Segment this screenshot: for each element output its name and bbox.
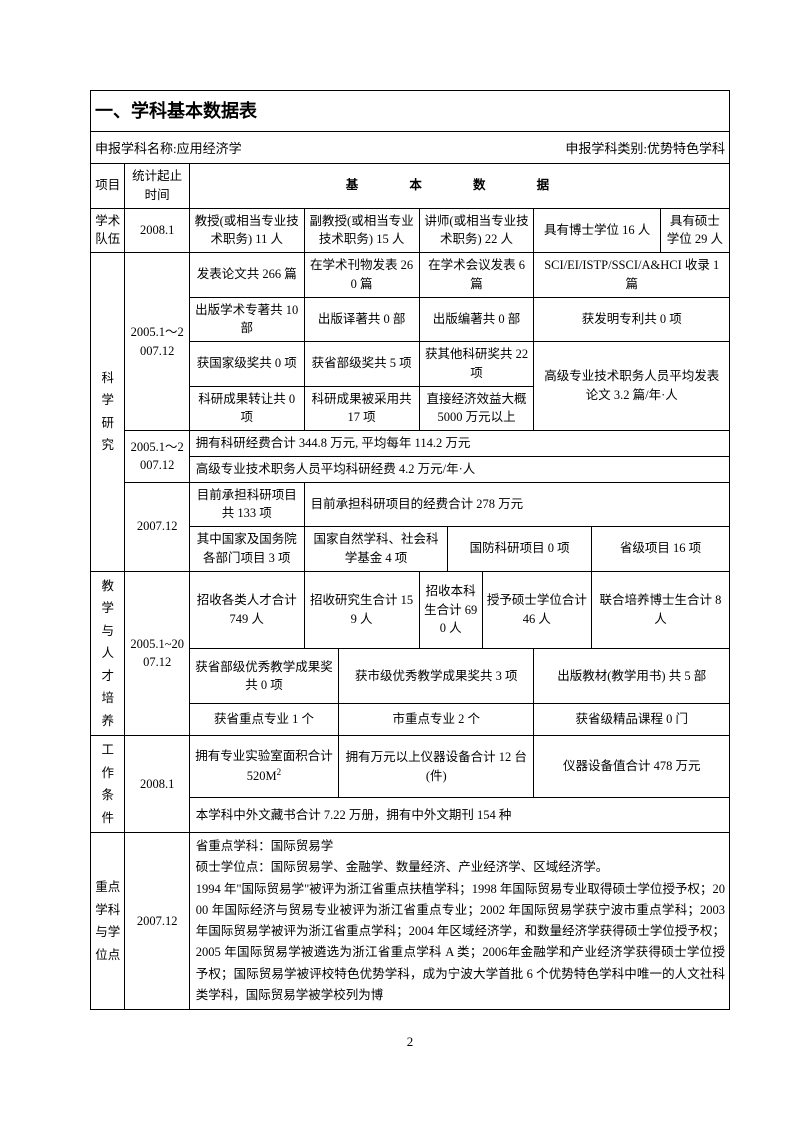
research-fund2: 高级专业技术职务人员平均科研经费 4.2 万元/年·人 — [189, 456, 729, 482]
col-period: 统计起止时间 — [125, 164, 189, 209]
conditions-r1c2: 拥有万元以上仪器设备合计 12 台(件) — [339, 736, 534, 798]
declare-name-label: 申报学科名称: — [95, 141, 177, 156]
faculty-c4: 具有博士学位 16 人 — [534, 208, 660, 253]
research-r2c1: 出版学术专著共 10 部 — [189, 297, 304, 342]
col-basicdata: 基 本 数 据 — [189, 164, 729, 209]
teaching-row-1: 教 学与人 才培 养 2005.1~2007.12 招收各类人才合计 749 人… — [91, 571, 730, 649]
research-period2: 2005.1～2007.12 — [125, 431, 189, 483]
research-r4c1: 科研成果转让共 0 项 — [189, 386, 304, 431]
research-p2c4: 省级项目 16 项 — [591, 527, 729, 572]
declare-category-label: 申报学科类别: — [565, 141, 647, 156]
header-row: 申报学科名称:应用经济学 申报学科类别:优势特色学科 — [90, 131, 730, 163]
declare-name: 申报学科名称:应用经济学 — [95, 138, 242, 157]
research-r4c2: 科研成果被采用共 17 项 — [304, 386, 419, 431]
teaching-period: 2005.1~2007.12 — [125, 571, 189, 736]
conditions-r1c1: 拥有专业实验室面积合计 520M2 — [189, 736, 338, 798]
research-proj-row-1: 2007.12 目前承担科研项目共 133 项 目前承担科研项目的经费合计 27… — [91, 482, 730, 527]
research-p1c2: 目前承担科研项目的经费合计 278 万元 — [304, 482, 729, 527]
faculty-c2: 副教授(或相当专业技术职务) 15 人 — [304, 208, 419, 253]
research-r2c2: 出版译著共 0 部 — [304, 297, 419, 342]
teaching-r1c4: 授予硕士学位合计 46 人 — [482, 571, 591, 649]
page-root: 一、学科基本数据表 申报学科名称:应用经济学 申报学科类别:优势特色学科 项目 … — [0, 0, 800, 1090]
research-fund1: 拥有科研经费合计 344.8 万元, 平均每年 114.2 万元 — [189, 431, 729, 457]
research-row-1: 科学研究 2005.1～2007.12 发表论文共 266 篇 在学术刊物发表 … — [91, 253, 730, 298]
declare-category-value: 优势特色学科 — [647, 141, 725, 156]
conditions-r2: 本学科中外文藏书合计 7.22 万册，拥有中外文期刊 154 种 — [189, 798, 729, 833]
keypoint-line2: 硕士学位点：国际贸易学、金融学、数量经济、产业经济学、区域经济学。 — [196, 857, 725, 878]
research-r1c3: 在学术会议发表 6 篇 — [419, 253, 534, 298]
research-p2c3: 国防科研项目 0 项 — [448, 527, 592, 572]
page-number: 2 — [90, 1034, 730, 1050]
col-project: 项目 — [91, 164, 125, 209]
research-p1c1: 目前承担科研项目共 133 项 — [189, 482, 304, 527]
research-r1c1: 发表论文共 266 篇 — [189, 253, 304, 298]
keypoint-line3: 1994 年"国际贸易学"被评为浙江省重点扶植学科；1998 年国际贸易专业取得… — [196, 879, 725, 1007]
faculty-row: 学术队伍 2008.1 教授(或相当专业技术职务) 11 人 副教授(或相当专业… — [91, 208, 730, 253]
keypoint-line1: 省重点学科：国际贸易学 — [196, 836, 725, 857]
teaching-label: 教 学与人 才培 养 — [91, 571, 125, 736]
teaching-r2c2: 获市级优秀教学成果奖共 3 项 — [339, 649, 534, 704]
teaching-r2c3: 出版教材(教学用书) 共 5 部 — [534, 649, 730, 704]
teaching-r3c1: 获省重点专业 1 个 — [189, 704, 338, 736]
keypoint-label: 重点学科与学位点 — [91, 833, 125, 1010]
teaching-r3c2: 市重点专业 2 个 — [339, 704, 534, 736]
research-r34c4: 高级专业技术职务人员平均发表论文 3.2 篇/年·人 — [534, 342, 730, 431]
teaching-r1c2: 招收研究生合计 159 人 — [304, 571, 419, 649]
keypoint-period: 2007.12 — [125, 833, 189, 1010]
conditions-label: 工作条件 — [91, 736, 125, 833]
research-period1: 2005.1～2007.12 — [125, 253, 189, 431]
research-r3c1: 获国家级奖共 0 项 — [189, 342, 304, 387]
research-r2c3: 出版编著共 0 部 — [419, 297, 534, 342]
teaching-r1c1: 招收各类人才合计 749 人 — [189, 571, 304, 649]
declare-name-value: 应用经济学 — [177, 141, 242, 156]
keypoint-row: 重点学科与学位点 2007.12 省重点学科：国际贸易学 硕士学位点：国际贸易学… — [91, 833, 730, 1010]
research-r3c3: 获其他科研奖共 22 项 — [419, 342, 534, 387]
data-table: 项目 统计起止时间 基 本 数 据 学术队伍 2008.1 教授(或相当专业技术… — [90, 163, 730, 1010]
faculty-period: 2008.1 — [125, 208, 189, 253]
research-r1c2: 在学术刊物发表 260 篇 — [304, 253, 419, 298]
keypoint-body: 省重点学科：国际贸易学 硕士学位点：国际贸易学、金融学、数量经济、产业经济学、区… — [189, 833, 729, 1010]
research-p2c1: 其中国家及国务院各部门项目 3 项 — [189, 527, 304, 572]
research-r2c4: 获发明专利共 0 项 — [534, 297, 730, 342]
faculty-c1: 教授(或相当专业技术职务) 11 人 — [189, 208, 304, 253]
conditions-period: 2008.1 — [125, 736, 189, 833]
teaching-r2c1: 获省部级优秀教学成果奖共 0 项 — [189, 649, 338, 704]
research-fund-row-1: 2005.1～2007.12 拥有科研经费合计 344.8 万元, 平均每年 1… — [91, 431, 730, 457]
conditions-row-1: 工作条件 2008.1 拥有专业实验室面积合计 520M2 拥有万元以上仪器设备… — [91, 736, 730, 798]
research-label: 科学研究 — [91, 253, 125, 572]
research-r3c2: 获省部级奖共 5 项 — [304, 342, 419, 387]
teaching-r3c3: 获省级精品课程 0 门 — [534, 704, 730, 736]
faculty-label: 学术队伍 — [91, 208, 125, 253]
faculty-c5: 具有硕士学位 29 人 — [660, 208, 729, 253]
teaching-r1c5: 联合培养博士生合计 8 人 — [591, 571, 729, 649]
research-p2c2: 国家自然学科、社会科学基金 4 项 — [304, 527, 448, 572]
research-r4c3: 直接经济效益大概 5000 万元以上 — [419, 386, 534, 431]
research-r1c4: SCI/EI/ISTP/SSCI/A&HCI 收录 1 篇 — [534, 253, 730, 298]
table-header-row: 项目 统计起止时间 基 本 数 据 — [91, 164, 730, 209]
section-title: 一、学科基本数据表 — [90, 90, 730, 131]
declare-category: 申报学科类别:优势特色学科 — [565, 138, 725, 157]
conditions-r1c3: 仪器设备值合计 478 万元 — [534, 736, 730, 798]
faculty-c3: 讲师(或相当专业技术职务) 22 人 — [419, 208, 534, 253]
conditions-r1c1-text: 拥有专业实验室面积合计 520M — [195, 749, 333, 783]
teaching-r1c3: 招收本科生合计 690 人 — [419, 571, 482, 649]
conditions-r1c1-sup: 2 — [277, 767, 282, 777]
research-period3: 2007.12 — [125, 482, 189, 571]
